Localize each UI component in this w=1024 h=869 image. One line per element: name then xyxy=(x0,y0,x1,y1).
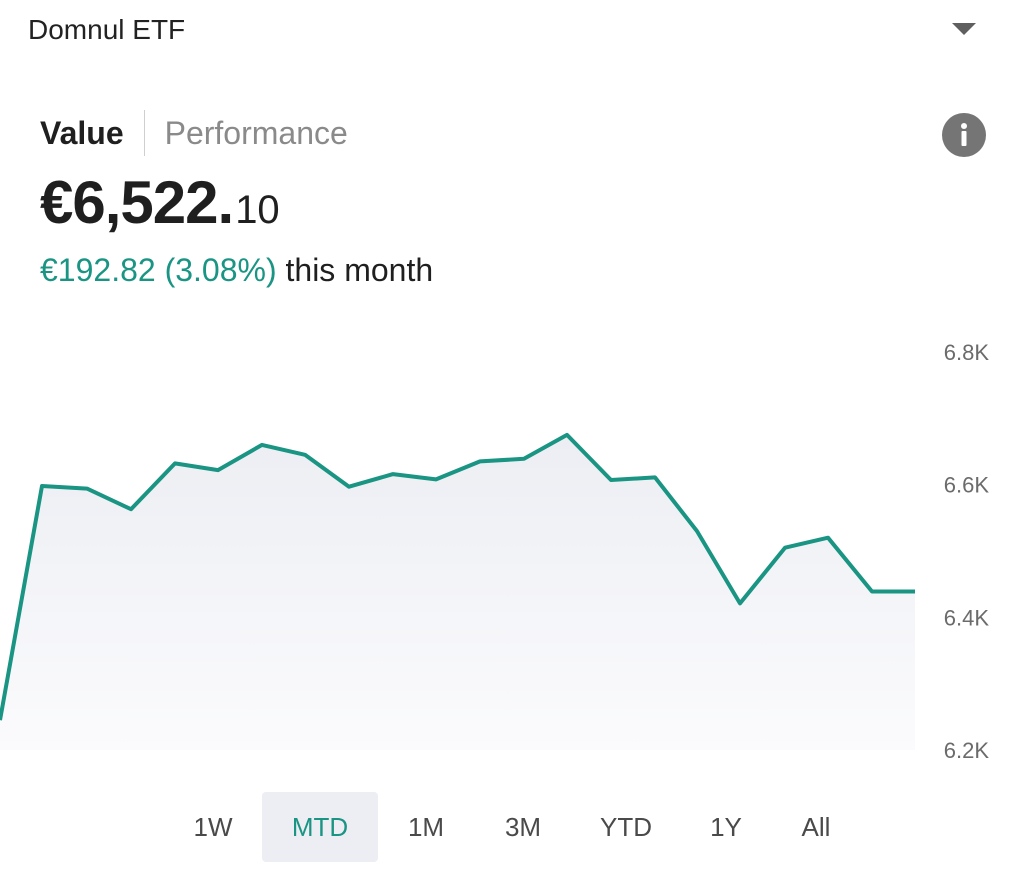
range-button-mtd[interactable]: MTD xyxy=(262,792,378,862)
chart-area-fill xyxy=(0,434,915,750)
chart-series-line xyxy=(0,432,915,721)
tab-divider xyxy=(143,110,145,156)
tab-value[interactable]: Value xyxy=(40,115,124,151)
caret-down-icon xyxy=(952,23,976,35)
y-tick-label: 6.8K xyxy=(944,340,990,365)
tab-performance[interactable]: Performance xyxy=(164,115,348,151)
range-button-1y[interactable]: 1Y xyxy=(710,811,742,842)
portfolio-dropdown-button[interactable] xyxy=(944,14,984,46)
info-icon xyxy=(961,123,967,146)
change-suffix: this month xyxy=(285,252,434,288)
info-button[interactable] xyxy=(942,113,986,157)
range-button-ytd[interactable]: YTD xyxy=(600,811,652,842)
y-tick-label: 6.4K xyxy=(944,605,990,630)
y-tick-label: 6.2K xyxy=(944,738,990,763)
portfolio-value: €6,522. 10 xyxy=(40,168,280,238)
value-main: €6,522. xyxy=(40,169,234,236)
y-tick-label: 6.6K xyxy=(944,473,990,498)
view-tabs: Value Performance xyxy=(40,110,348,156)
value-cents: 10 xyxy=(235,188,280,232)
range-button-all[interactable]: All xyxy=(801,811,831,842)
change-amount: €192.82 (3.08%) xyxy=(40,252,277,288)
portfolio-title: Domnul ETF xyxy=(28,14,186,45)
time-range-selector: 1W MTD 1M 3M YTD 1Y All xyxy=(0,792,1024,862)
period-change: €192.82 (3.08%) this month xyxy=(40,250,433,290)
range-button-3m[interactable]: 3M xyxy=(504,811,542,842)
range-button-1w[interactable]: 1W xyxy=(193,811,233,842)
range-button-1m[interactable]: 1M xyxy=(407,811,445,842)
